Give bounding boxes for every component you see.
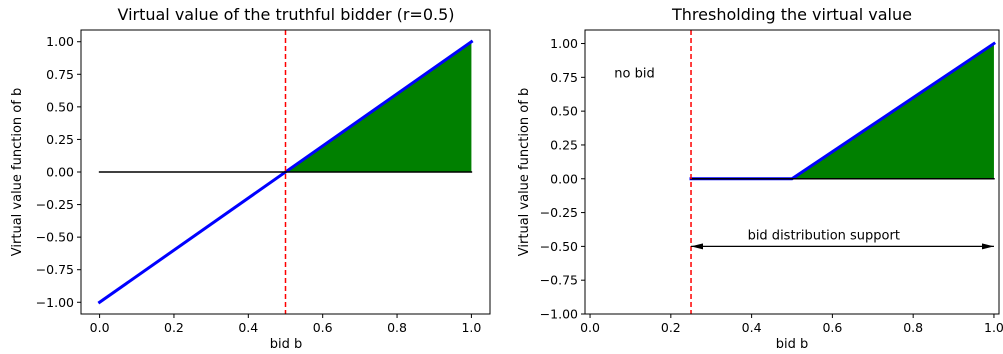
- chart-left-title: Virtual value of the truthful bidder (r=…: [117, 5, 454, 24]
- chart-right-xlabel: bid b: [776, 337, 809, 352]
- chart-left-xlabel: bid b: [270, 337, 303, 352]
- x-tick-label: 0.6: [822, 320, 842, 335]
- y-tick-label: −0.75: [540, 273, 578, 288]
- y-tick-label: −0.25: [540, 205, 578, 220]
- chart-right: Thresholding the virtual value 0.0 0.2 0.4…: [517, 5, 1003, 352]
- y-tick-label: 1.00: [46, 34, 74, 49]
- x-tick-label: 0.8: [903, 320, 923, 335]
- chart-right-title: Thresholding the virtual value: [671, 5, 912, 24]
- y-tick-label: 0.00: [46, 165, 74, 180]
- chart-right-frame: [584, 29, 1000, 315]
- y-tick-label: −0.50: [540, 239, 578, 254]
- y-tick-label: 0.50: [46, 99, 74, 114]
- annotation-no-bid: no bid: [614, 66, 654, 81]
- annotation-bid-distribution-support: bid distribution support: [748, 229, 900, 244]
- y-tick-label: 0.00: [550, 171, 578, 186]
- y-tick-label: 0.75: [550, 70, 578, 85]
- y-tick-label: −0.50: [36, 230, 74, 245]
- y-tick-label: −1.00: [36, 295, 74, 310]
- x-tick-label: 0.0: [580, 320, 600, 335]
- x-tick-label: 0.2: [164, 320, 184, 335]
- x-tick-label: 0.4: [238, 320, 258, 335]
- x-tick-label: 0.8: [387, 320, 407, 335]
- y-tick-label: 1.00: [550, 36, 578, 51]
- y-tick-label: 0.25: [46, 132, 74, 147]
- chart-right-ylabel: Virtual value function of b: [517, 88, 532, 256]
- y-tick-label: −1.00: [540, 307, 578, 322]
- y-tick-label: 0.50: [550, 104, 578, 119]
- y-tick-label: −0.25: [36, 197, 74, 212]
- x-tick-label: 0.2: [661, 320, 681, 335]
- x-tick-label: 1.0: [461, 320, 481, 335]
- chart-left-ylabel: Virtual value function of b: [10, 88, 25, 256]
- x-tick-label: 0.0: [90, 320, 110, 335]
- x-tick-label: 1.0: [984, 320, 1003, 335]
- x-tick-label: 0.6: [313, 320, 333, 335]
- y-tick-label: −0.75: [36, 262, 74, 277]
- chart-left: Virtual value of the truthful bidder (r=…: [10, 5, 491, 352]
- x-tick-label: 0.4: [742, 320, 762, 335]
- y-tick-label: 0.25: [550, 137, 578, 152]
- y-tick-label: 0.75: [46, 67, 74, 82]
